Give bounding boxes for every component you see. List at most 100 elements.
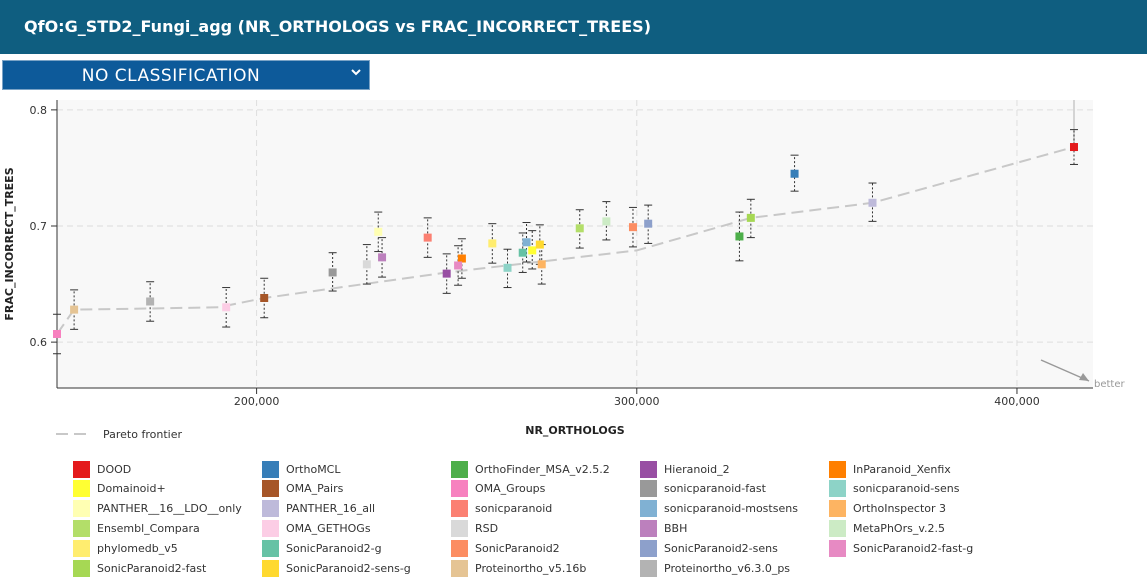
legend-label: OMA_GETHOGs: [286, 521, 371, 535]
legend-label: Hieranoid_2: [664, 462, 730, 476]
data-point: [503, 263, 512, 272]
page-header: QfO:G_STD2_Fungi_agg (NR_ORTHOLOGS vs FR…: [0, 0, 1147, 54]
legend-item[interactable]: SonicParanoid2: [451, 539, 560, 557]
data-point: [522, 238, 531, 247]
legend-item[interactable]: OMA_Pairs: [262, 480, 343, 498]
x-axis-label: NR_ORTHOLOGS: [525, 424, 625, 437]
legend-item[interactable]: DOOD: [73, 460, 131, 478]
page-title: QfO:G_STD2_Fungi_agg (NR_ORTHOLOGS vs FR…: [24, 17, 651, 36]
x-tick-label: 300,000: [614, 395, 660, 408]
x-tick-label: 400,000: [994, 395, 1040, 408]
legend-item[interactable]: OrthoFinder_MSA_v2.5.2: [451, 460, 610, 478]
legend-swatch: [73, 559, 90, 577]
legend-item[interactable]: OrthoInspector 3: [829, 500, 946, 518]
scatter-chart: 200,000 300,000 400,000 0.6 0.7 0.8 NR_ORTHOLO…: [3, 100, 1125, 441]
data-point: [488, 239, 497, 248]
legend-item[interactable]: PANTHER__16__LDO__only: [73, 500, 242, 518]
legend-item[interactable]: phylomedb_v5: [73, 539, 178, 557]
legend-label: OrthoFinder_MSA_v2.5.2: [475, 462, 610, 476]
data-point: [746, 213, 755, 222]
legend-swatch: [73, 480, 90, 498]
legend-label: SonicParanoid2-sens-g: [286, 561, 411, 575]
y-tick-label: 0.6: [30, 336, 48, 349]
legend-swatch: [640, 539, 657, 557]
plot-area: [57, 100, 1093, 388]
legend-item[interactable]: sonicparanoid: [451, 500, 552, 518]
legend-item[interactable]: Proteinortho_v5.16b: [451, 559, 586, 577]
legend-label: OrthoMCL: [286, 462, 341, 476]
legend-swatch: [451, 539, 468, 557]
legend-label: phylomedb_v5: [97, 541, 178, 555]
data-point: [735, 232, 744, 241]
legend-label: SonicParanoid2-fast-g: [853, 541, 974, 555]
legend-swatch: [829, 460, 846, 478]
data-point: [423, 233, 432, 242]
data-point: [457, 254, 466, 263]
legend-item[interactable]: OrthoMCL: [262, 460, 341, 478]
data-point: [644, 219, 653, 228]
legend-swatch: [262, 559, 279, 577]
data-point: [518, 248, 527, 257]
legend-item[interactable]: sonicparanoid-sens: [829, 480, 959, 498]
legend-item[interactable]: SonicParanoid2-fast-g: [829, 539, 973, 557]
legend-label: sonicparanoid-fast: [664, 482, 766, 496]
legend-item[interactable]: Ensembl_Compara: [73, 519, 200, 537]
classification-select[interactable]: NO CLASSIFICATION: [2, 60, 370, 90]
legend-item[interactable]: Proteinortho_v6.3.0_ps: [640, 559, 790, 577]
data-point: [628, 223, 637, 232]
legend-item[interactable]: SonicParanoid2-g: [262, 539, 382, 557]
legend-label: MetaPhOrs_v.2.5: [853, 521, 945, 535]
better-label: better: [1094, 379, 1125, 390]
legend-item[interactable]: PANTHER_16_all: [262, 500, 375, 518]
legend-swatch: [73, 500, 90, 518]
legend-item[interactable]: MetaPhOrs_v.2.5: [829, 519, 945, 537]
pareto-frontier-line: [56, 146, 1075, 335]
legend-item[interactable]: Domainoid+: [73, 480, 166, 498]
legend-item[interactable]: BBH: [640, 519, 687, 537]
legend-item[interactable]: SonicParanoid2-fast: [73, 559, 206, 577]
data-point: [362, 260, 371, 269]
legend-item[interactable]: Hieranoid_2: [640, 460, 730, 478]
legend-swatch: [262, 500, 279, 518]
data-point: [790, 169, 799, 178]
data-point: [528, 246, 537, 255]
data-point: [146, 297, 155, 306]
x-tick-label: 200,000: [234, 395, 280, 408]
legend-item[interactable]: SonicParanoid2-sens: [640, 539, 778, 557]
legend-swatch: [451, 480, 468, 498]
data-point: [442, 269, 451, 278]
legend-swatch: [451, 500, 468, 518]
legend-item[interactable]: sonicparanoid-fast: [640, 480, 766, 498]
legend-label: SonicParanoid2: [475, 541, 560, 555]
legend-label: sonicparanoid-mostsens: [664, 502, 798, 516]
legend-label: Proteinortho_v5.16b: [475, 561, 587, 575]
legend-swatch: [640, 559, 657, 577]
legend-item[interactable]: OMA_GETHOGs: [262, 519, 371, 537]
legend-swatch: [640, 519, 657, 537]
data-point: [602, 217, 611, 226]
legend-swatch: [640, 460, 657, 478]
legend-label: SonicParanoid2-g: [286, 541, 382, 555]
legend-item[interactable]: SonicParanoid2-sens-g: [262, 559, 411, 577]
legend-swatch: [829, 480, 846, 498]
legend-swatch: [640, 500, 657, 518]
data-point: [374, 227, 383, 236]
legend-label: PANTHER__16__LDO__only: [97, 502, 242, 516]
legend-item[interactable]: InParanoid_Xenfix: [829, 460, 951, 478]
data-point: [70, 305, 79, 314]
legend-swatch: [829, 539, 846, 557]
chevron-down-icon: [349, 64, 363, 83]
legend-item[interactable]: OMA_Groups: [451, 480, 545, 498]
y-axis-label: FRAC_INCORRECT_TREES: [3, 167, 16, 320]
legend-swatch: [640, 480, 657, 498]
legend-label: RSD: [475, 521, 499, 535]
data-point: [537, 260, 546, 269]
legend-item[interactable]: RSD: [451, 519, 498, 537]
classification-select-value: NO CLASSIFICATION: [81, 66, 261, 86]
legend-label: Ensembl_Compara: [97, 521, 200, 535]
legend-label: Proteinortho_v6.3.0_ps: [664, 561, 791, 575]
legend-swatch: [73, 539, 90, 557]
legend-item[interactable]: sonicparanoid-mostsens: [640, 500, 798, 518]
legend-label: OrthoInspector 3: [853, 502, 947, 516]
legend-label: sonicparanoid: [475, 502, 553, 516]
